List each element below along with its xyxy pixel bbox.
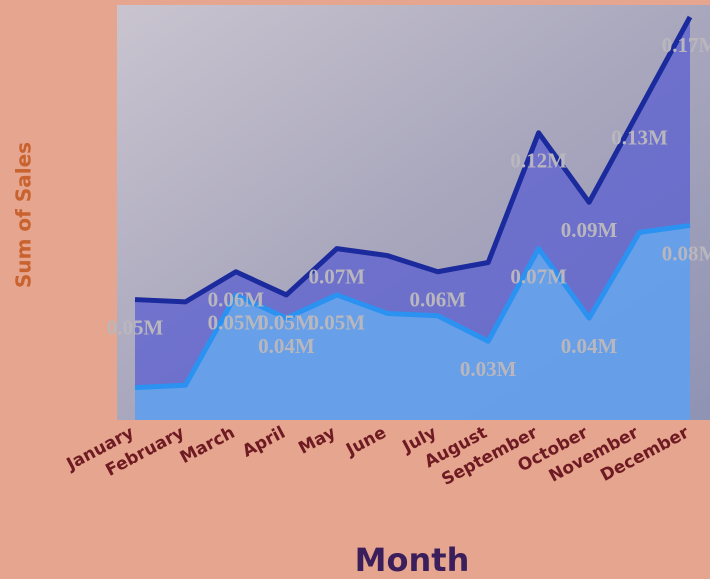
area-fill [135,225,690,420]
data-label: 0.09M [561,218,618,242]
y-axis-title: Sum of Sales [12,142,36,288]
data-label: 0.05M [309,311,366,335]
series-line [134,15,693,305]
data-label: 0.05M [208,311,265,335]
x-axis-title: Month [355,541,470,579]
data-label: 0.17M [662,33,710,57]
data-label: 0.07M [309,264,366,288]
data-label: 0.04M [561,334,618,358]
x-tick-label: April [239,423,288,462]
data-label: 0.05M [258,311,315,335]
data-label: 0.06M [208,288,265,312]
series-line [134,222,691,391]
x-tick-label: May [295,423,339,459]
data-label: 0.08M [662,241,710,265]
data-label: 0.03M [460,357,517,381]
data-label: 0.06M [409,288,466,312]
data-label: 0.04M [258,334,315,358]
data-label: 0.07M [510,264,567,288]
data-label: 0.05M [107,315,164,339]
x-tick-label: June [342,423,389,461]
x-tick-label: March [177,423,238,468]
data-label: 0.13M [611,125,668,149]
data-label: 0.12M [510,149,567,173]
